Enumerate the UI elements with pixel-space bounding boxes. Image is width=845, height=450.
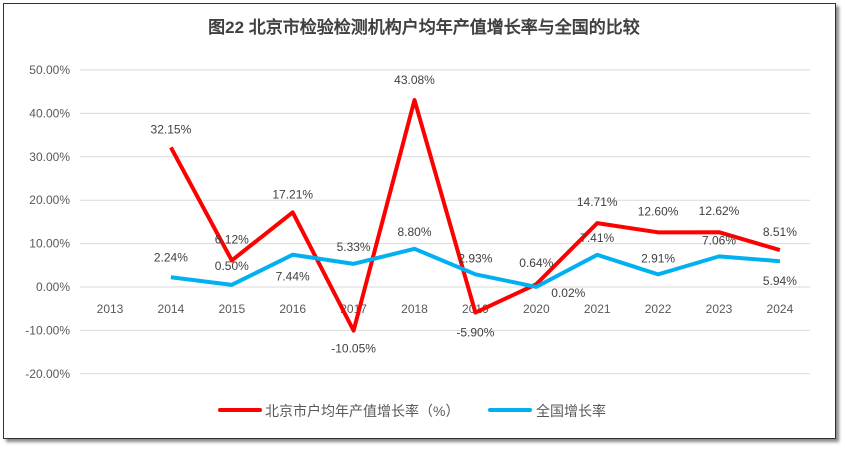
x-tick-label: 2016 [279, 302, 306, 316]
y-tick-label: 0.00% [36, 280, 70, 294]
data-label: 8.80% [397, 225, 431, 239]
x-tick-label: 2018 [401, 302, 428, 316]
data-label: 2.91% [641, 251, 675, 265]
y-tick-label: 50.00% [29, 63, 70, 77]
legend-label-beijing: 北京市户均年产值增长率（%） [265, 403, 459, 419]
y-tick-label: 20.00% [29, 193, 70, 207]
data-label: 2.24% [154, 250, 188, 264]
data-label: 12.62% [699, 204, 740, 218]
data-label: 8.51% [763, 225, 797, 239]
data-label: 5.33% [337, 240, 371, 254]
data-label: 7.41% [580, 231, 614, 245]
x-tick-label: 2024 [767, 302, 794, 316]
chart-frame [3, 3, 836, 439]
data-label: 0.02% [551, 286, 585, 300]
data-label: -5.90% [456, 326, 494, 340]
data-label: 7.44% [276, 270, 310, 284]
x-tick-label: 2020 [523, 302, 550, 316]
x-tick-label: 2014 [158, 302, 185, 316]
legend-label-national: 全国增长率 [536, 403, 606, 419]
y-tick-label: 40.00% [29, 106, 70, 120]
data-label: 0.50% [215, 259, 249, 273]
data-label: 17.21% [272, 187, 313, 201]
data-label: 6.12% [215, 232, 249, 246]
legend: 北京市户均年产值增长率（%） 全国增长率 [218, 403, 606, 419]
data-label: 12.60% [638, 204, 679, 218]
data-label: 7.06% [702, 233, 736, 247]
series-line-0 [169, 98, 781, 333]
y-tick-label: -20.00% [25, 367, 70, 381]
y-tick-label: 30.00% [29, 150, 70, 164]
data-label: 14.71% [577, 195, 618, 209]
data-label: 0.64% [519, 256, 553, 270]
data-label: 5.94% [763, 274, 797, 288]
data-label: 32.15% [151, 122, 192, 136]
y-tick-label: -10.00% [25, 323, 70, 337]
y-tick-label: 10.00% [29, 237, 70, 251]
data-label: 43.08% [394, 73, 435, 87]
x-tick-label: 2021 [584, 302, 611, 316]
chart-title: 图22 北京市检验检测机构户均年产值增长率与全国的比较 [208, 17, 640, 37]
x-tick-label: 2023 [706, 302, 733, 316]
data-label: -10.05% [331, 342, 376, 356]
x-tick-label: 2015 [218, 302, 245, 316]
x-tick-label: 2022 [645, 302, 672, 316]
data-label: 2.93% [458, 251, 492, 265]
x-tick-label: 2013 [97, 302, 124, 316]
